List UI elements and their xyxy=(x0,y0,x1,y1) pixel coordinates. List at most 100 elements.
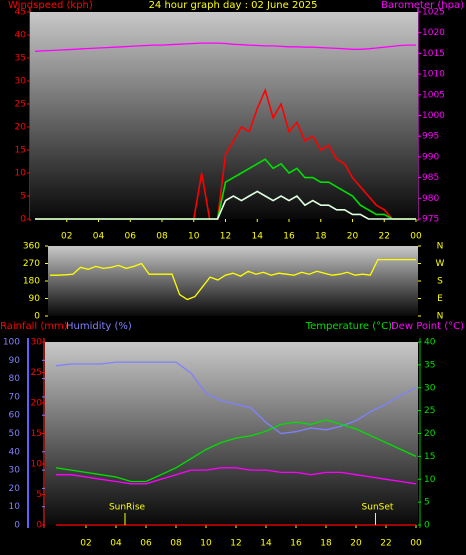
series-line xyxy=(35,190,416,220)
y-tick-label: 40 xyxy=(15,31,27,41)
x-tick-label: 10 xyxy=(188,232,200,242)
y-tick-label: 70 xyxy=(9,392,21,402)
plot-area xyxy=(30,12,418,219)
y-tick-label: S xyxy=(437,277,443,287)
y-tick-label: 5 xyxy=(20,192,26,202)
y-tick-label: 20 xyxy=(15,123,27,133)
x-tick-label: 08 xyxy=(170,539,182,549)
y-tick-label: 0 xyxy=(36,521,42,531)
x-tick-label: 20 xyxy=(347,232,359,242)
x-tick-label: 08 xyxy=(156,232,168,242)
y-tick-label: 80 xyxy=(9,374,21,384)
y-tick-label: 10 xyxy=(31,460,43,470)
y-tick-label: 1005 xyxy=(422,90,445,100)
y-tick-label: 995 xyxy=(422,132,439,142)
plot-area xyxy=(45,342,418,525)
y-tick-label: 180 xyxy=(23,277,40,287)
y-tick-label: 35 xyxy=(15,54,26,64)
y-tick-label: 990 xyxy=(422,152,439,162)
y-tick-label: 975 xyxy=(422,215,439,225)
x-tick-label: 20 xyxy=(350,539,362,549)
y-tick-label: 0 xyxy=(424,521,430,531)
x-tick-label: 10 xyxy=(200,539,212,549)
y-tick-label: 1020 xyxy=(422,28,445,38)
annotation: SunSet xyxy=(362,503,394,513)
axis-label: Dew Point (°C) xyxy=(391,321,464,332)
y-tick-label: 0 xyxy=(14,521,20,531)
x-tick-label: 02 xyxy=(61,232,72,242)
y-tick-label: 50 xyxy=(9,429,21,439)
annotation: SunRise xyxy=(109,503,146,513)
y-tick-label: 985 xyxy=(422,173,439,183)
series-line xyxy=(56,467,417,485)
x-tick-label: 22 xyxy=(379,232,390,242)
y-tick-label: 30 xyxy=(31,338,43,348)
y-tick-label: 1000 xyxy=(422,111,445,121)
y-tick-label: N xyxy=(437,242,444,252)
x-tick-label: 00 xyxy=(410,232,422,242)
y-tick-label: 1025 xyxy=(422,8,445,18)
y-tick-label: 0 xyxy=(34,312,40,322)
axis-label: Windspeed (kph) xyxy=(8,0,93,11)
y-tick-label: 30 xyxy=(424,383,436,393)
x-tick-label: 22 xyxy=(380,539,391,549)
axis-label: Humidity (%) xyxy=(66,321,132,332)
y-tick-label: N xyxy=(437,312,444,322)
y-tick-label: 25 xyxy=(424,406,435,416)
series-line xyxy=(34,42,416,52)
y-tick-label: 10 xyxy=(424,475,436,485)
y-tick-label: 90 xyxy=(9,356,21,366)
y-tick-label: 40 xyxy=(9,447,21,457)
y-tick-label: 20 xyxy=(31,399,43,409)
y-tick-label: 1010 xyxy=(422,70,445,80)
x-tick-label: 16 xyxy=(290,539,302,549)
plot-area xyxy=(48,246,418,316)
y-tick-label: 15 xyxy=(424,452,435,462)
y-tick-label: 0 xyxy=(20,215,26,225)
series-line xyxy=(55,361,417,435)
y-tick-label: 100 xyxy=(3,338,20,348)
y-tick-label: 10 xyxy=(9,502,21,512)
x-tick-label: 04 xyxy=(110,539,122,549)
y-tick-label: 980 xyxy=(422,194,439,204)
axis-label: Barometer (hpa) xyxy=(381,0,464,11)
y-tick-label: E xyxy=(437,294,443,304)
series-line xyxy=(50,258,416,301)
y-tick-label: 15 xyxy=(15,146,26,156)
axis-label: 24 hour graph day : 02 June 2025 xyxy=(149,0,318,11)
y-tick-label: 25 xyxy=(15,100,26,110)
x-tick-label: 16 xyxy=(283,232,295,242)
axis-label: Temperature (°C) xyxy=(305,321,392,332)
series-line xyxy=(55,419,417,483)
y-tick-label: 270 xyxy=(23,259,40,269)
y-tick-label: 20 xyxy=(9,484,21,494)
x-tick-label: 18 xyxy=(320,539,332,549)
x-tick-label: 14 xyxy=(260,539,272,549)
x-tick-label: 06 xyxy=(125,232,137,242)
y-tick-label: 10 xyxy=(15,169,27,179)
y-tick-label: 25 xyxy=(31,368,42,378)
y-tick-label: 5 xyxy=(424,498,430,508)
y-tick-label: 45 xyxy=(15,8,26,18)
y-tick-label: 5 xyxy=(36,490,42,500)
y-tick-label: 30 xyxy=(15,77,27,87)
y-tick-label: W xyxy=(436,259,445,269)
x-tick-label: 12 xyxy=(230,539,241,549)
y-tick-label: 1015 xyxy=(422,49,445,59)
y-tick-label: 60 xyxy=(9,411,21,421)
y-tick-label: 90 xyxy=(29,294,41,304)
x-tick-label: 04 xyxy=(93,232,105,242)
y-tick-label: 40 xyxy=(424,338,436,348)
y-tick-label: 20 xyxy=(424,429,436,439)
y-tick-label: 35 xyxy=(424,360,435,370)
axis-label: Rainfall (mm) xyxy=(0,321,68,332)
y-tick-label: 30 xyxy=(9,466,21,476)
x-tick-label: 02 xyxy=(80,539,91,549)
x-tick-label: 14 xyxy=(252,232,264,242)
x-tick-label: 12 xyxy=(220,232,231,242)
y-tick-label: 15 xyxy=(31,429,42,439)
x-tick-label: 00 xyxy=(410,539,422,549)
x-tick-label: 18 xyxy=(315,232,327,242)
y-tick-label: 360 xyxy=(23,242,40,252)
